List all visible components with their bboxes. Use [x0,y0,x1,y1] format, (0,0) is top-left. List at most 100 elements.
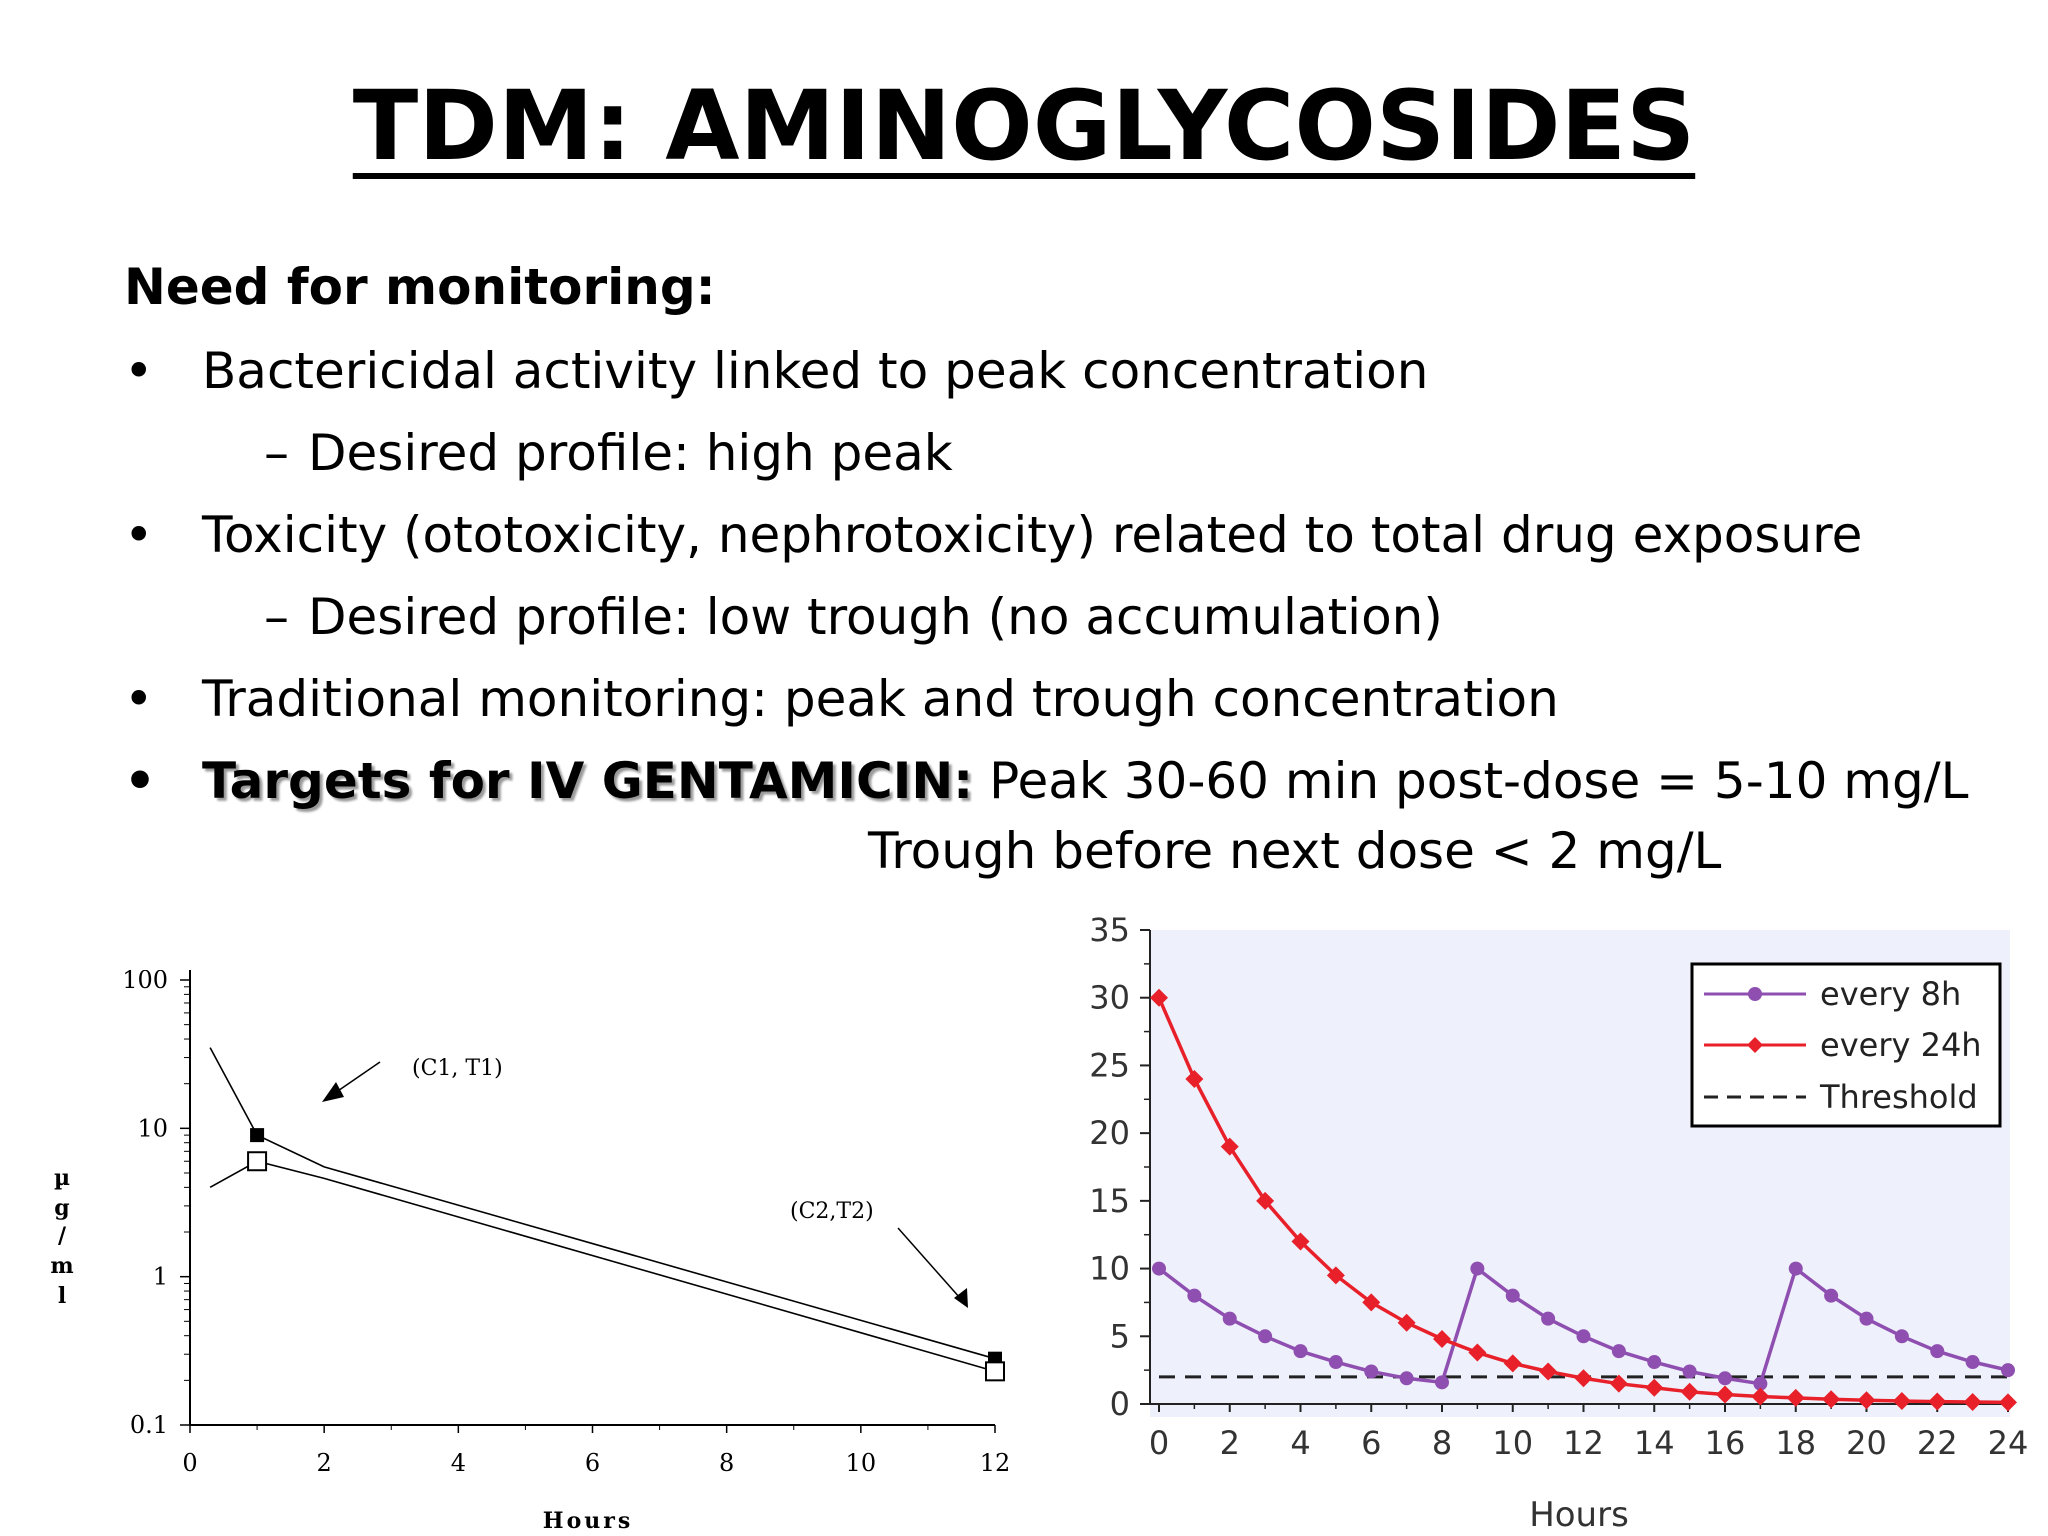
monitoring-heading: Need for monitoring: [124,258,716,316]
x-tick-label: 14 [1634,1424,1675,1462]
marker-group [247,1128,1005,1382]
bullet-marker: • [124,342,154,400]
point-every-24h [1751,1387,1770,1406]
point-every-24h [1999,1393,2017,1412]
sub-bullet-text: Desired profile: low trough (no accumula… [308,588,1443,646]
legend: every 8h every 24h Threshold [1690,962,2002,1128]
bullet-marker: • [124,752,156,810]
point-every-8h [1293,1344,1308,1359]
x-tick-label: 2 [1220,1424,1240,1462]
point-every-8h [1611,1344,1626,1359]
targets-trough-text: Trough before next dose < 2 mg/L [868,822,1722,880]
point-every-24h [1539,1362,1558,1381]
point-every-24h [1609,1374,1628,1393]
point-every-8h [1505,1288,1520,1303]
y-tick-label: 20 [1089,1114,1130,1152]
point-every-8h [2001,1363,2015,1378]
point-every-8h [1435,1375,1449,1390]
point-every-24h [1645,1378,1664,1397]
point-every-24h [1433,1329,1451,1348]
point-every-24h [1291,1232,1310,1251]
slide-title: TDM: AMINOGLYCOSIDES [0,70,2048,182]
y-minor-ticks [184,986,190,1381]
point-every-24h [1716,1385,1734,1404]
series-group [209,1047,996,1373]
y-tick-label: 100 [122,970,168,994]
bullet-text: Toxicity (ototoxicity, nephrotoxicity) r… [202,506,1863,564]
y-tick-label: 35 [1089,914,1130,949]
slide-title-text: TDM: AMINOGLYCOSIDES [352,70,1696,182]
ylabel-char: g [54,1195,69,1221]
bullet-text: Traditional monitoring: peak and trough … [202,670,1559,728]
point-every-24h [1928,1392,1947,1411]
x-tick-label: 6 [585,1449,600,1477]
point-every-8h [1399,1371,1414,1386]
x-tick-label: 22 [1917,1424,1958,1462]
log-concentration-chart: 0 2 4 6 8 10 12 0.1 1 10 100 µ g / m l Hours (C1,… [50,970,1010,1530]
x-tick-label: 8 [719,1449,734,1477]
x-tick-label: 12 [980,1449,1011,1477]
y-tick-label: 5 [1110,1317,1130,1355]
x-tick-label: 20 [1846,1424,1887,1462]
point-every-24h [1680,1382,1699,1401]
x-tick-label: 12 [1563,1424,1604,1462]
point-every-8h [1187,1288,1202,1303]
ylabel-char: / [58,1223,67,1249]
x-tick-label: 10 [846,1449,877,1477]
point-every-24h [1574,1369,1593,1388]
point-every-8h [1470,1261,1485,1276]
bullet-marker: • [124,506,154,564]
point-every-24h [1468,1343,1487,1362]
bullet-marker: • [124,670,154,728]
sample-point-open [247,1151,268,1172]
ylabel-char: m [50,1253,73,1279]
point-every-8h [1788,1261,1803,1276]
point-every-8h [1364,1364,1379,1379]
annotation-c1-t1: (C1, T1) [412,1056,503,1081]
concentration-curve-1 [209,1047,996,1360]
x-tick-label: 0 [182,1449,197,1477]
x-tick-label: 4 [451,1449,466,1477]
x-tick-label: 10 [1492,1424,1533,1462]
y-tick-label: 30 [1089,979,1130,1017]
point-every-8h [1258,1329,1273,1344]
point-every-8h [1682,1364,1697,1379]
series-group [1150,988,2017,1412]
annotation-c2-t2: (C2,T2) [790,1199,874,1224]
point-every-24h [1786,1388,1805,1407]
point-every-24h [1857,1391,1876,1410]
x-tick-label: 24 [1988,1424,2028,1462]
ylabel-char: µ [54,1165,70,1191]
point-every-8h [1859,1311,1874,1326]
legend-label: Threshold [1819,1078,1978,1116]
point-every-8h [1541,1311,1556,1326]
point-every-24h [1892,1392,1911,1411]
y-tick-label: 10 [137,1114,168,1142]
point-every-8h [1152,1261,1166,1276]
y-tick-label: 0 [1110,1385,1130,1423]
point-every-8h [1647,1355,1662,1370]
point-every-8h [1824,1288,1839,1303]
point-every-8h [1894,1329,1909,1344]
sub-bullet-marker: – [264,588,289,646]
legend-label: every 8h [1820,975,1961,1013]
legend-label: every 24h [1820,1026,1982,1064]
point-every-8h [1222,1311,1237,1326]
x-axis-label: Hours [543,1508,633,1530]
targets-label: Targets for IV GENTAMICIN: [202,752,974,810]
concentration-curve-2 [209,1160,996,1373]
point-every-24h [1362,1293,1381,1312]
x-tick-label: 16 [1705,1424,1746,1462]
point-every-24h [1963,1392,1982,1411]
bullet-text: Bactericidal activity linked to peak con… [202,342,1429,400]
point-every-24h [1503,1354,1522,1373]
targets-peak-text: Peak 30-60 min post-dose = 5-10 mg/L [989,752,1969,810]
ylabel-group: µ g / m l [50,1165,73,1309]
point-every-24h [1397,1313,1416,1332]
x-tick-labels: 0 2 4 6 8 10 12 [182,1425,1010,1477]
sample-point-filled [250,1128,265,1143]
sub-bullet-marker: – [264,424,289,482]
y-tick-label: 0.1 [130,1411,168,1439]
annotation-arrow-line [897,1227,961,1299]
